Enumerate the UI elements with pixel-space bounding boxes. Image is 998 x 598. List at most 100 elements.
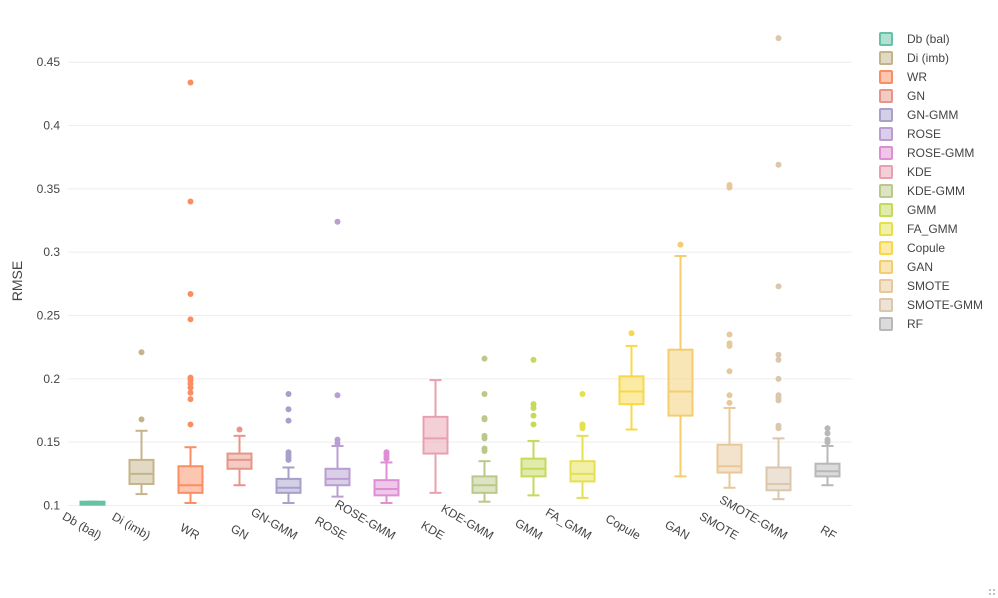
box-iqr (765, 466, 792, 492)
legend-item[interactable]: WR (879, 70, 927, 84)
outlier-point (481, 355, 488, 362)
outlier-point (726, 392, 733, 399)
resize-handle-icon[interactable] (988, 588, 996, 596)
outlier-point (187, 396, 194, 403)
legend-item[interactable]: ROSE-GMM (879, 146, 974, 160)
outlier-point (775, 161, 782, 168)
legend-item[interactable]: KDE-GMM (879, 184, 965, 198)
outlier-point (775, 283, 782, 290)
legend-label: KDE-GMM (907, 184, 965, 198)
box-gn-gmm (275, 391, 302, 504)
outlier-point (775, 351, 782, 358)
legend-item[interactable]: GMM (879, 203, 936, 217)
legend-label: Di (imb) (907, 51, 949, 65)
outlier-point (481, 415, 488, 422)
legend-item[interactable]: Copule (879, 241, 945, 255)
outlier-point (824, 430, 831, 437)
box-iqr (275, 477, 302, 494)
legend-item[interactable]: ROSE (879, 127, 941, 141)
outlier-point (334, 392, 341, 399)
box-wr (177, 79, 204, 504)
box-gan (667, 241, 694, 478)
legend-item[interactable]: KDE (879, 165, 932, 179)
x-tick-label: GAN (662, 517, 692, 542)
box-iqr (128, 458, 155, 485)
outlier-point (726, 399, 733, 406)
legend-swatch (879, 165, 893, 179)
box-fa-gmm (569, 391, 596, 499)
legend-item[interactable]: Db (bal) (879, 32, 950, 46)
outlier-point (726, 368, 733, 375)
box-rf (814, 425, 841, 487)
legend-label: ROSE-GMM (907, 146, 974, 160)
y-tick-label: 0.35 (37, 182, 61, 196)
legend[interactable]: Db (bal) Di (imb) WR GN GN-GMM ROSE ROSE-GMM KD… (879, 32, 983, 331)
outlier-point (285, 406, 292, 413)
outlier-point (138, 416, 145, 423)
outlier-point (187, 374, 194, 381)
x-tick-label: Db (bal) (60, 509, 104, 542)
legend-item[interactable]: GAN (879, 260, 933, 274)
legend-label: ROSE (907, 127, 941, 141)
legend-item[interactable]: GN-GMM (879, 108, 958, 122)
legend-label: FA_GMM (907, 222, 958, 236)
outlier-point (285, 417, 292, 424)
legend-swatch (879, 298, 893, 312)
legend-label: KDE (907, 165, 932, 179)
legend-swatch (879, 241, 893, 255)
outlier-point (726, 340, 733, 347)
outlier-point (236, 426, 243, 433)
outlier-point (187, 316, 194, 323)
box-iqr (716, 443, 743, 474)
outlier-point (824, 436, 831, 443)
legend-label: GMM (907, 203, 936, 217)
outlier-point (579, 391, 586, 398)
legend-item[interactable]: RF (879, 317, 923, 331)
legend-label: GN (907, 89, 925, 103)
y-tick-label: 0.2 (43, 372, 60, 386)
legend-label: Copule (907, 241, 945, 255)
legend-item[interactable]: FA_GMM (879, 222, 958, 236)
legend-item[interactable]: Di (imb) (879, 51, 949, 65)
outlier-point (775, 422, 782, 429)
y-axis-ticks: 0.1 0.15 0.2 0.25 0.3 0.35 0.4 0.45 (37, 55, 61, 512)
box-smote (716, 182, 743, 489)
legend-label: SMOTE (907, 279, 950, 293)
outlier-point (775, 375, 782, 382)
legend-swatch (879, 70, 893, 84)
legend-label: WR (907, 70, 927, 84)
x-tick-label: GN (228, 521, 251, 542)
outlier-point (481, 432, 488, 439)
outlier-point (775, 356, 782, 363)
x-tick-label: GMM (513, 516, 545, 543)
legend-swatch (879, 184, 893, 198)
x-tick-label: FA_GMM (543, 505, 594, 542)
outlier-point (285, 449, 292, 456)
box-kde (422, 379, 449, 494)
x-tick-label: KDE (419, 518, 447, 542)
outlier-point (481, 445, 488, 452)
outlier-point (775, 35, 782, 42)
x-tick-label: Copule (603, 511, 643, 542)
outlier-point (726, 331, 733, 338)
legend-swatch (879, 279, 893, 293)
legend-label: GAN (907, 260, 933, 274)
outlier-point (530, 356, 537, 363)
outlier-point (187, 389, 194, 396)
outlier-point (628, 330, 635, 337)
outlier-point (530, 412, 537, 419)
outlier-point (187, 198, 194, 205)
legend-item[interactable]: SMOTE-GMM (879, 298, 983, 312)
legend-label: GN-GMM (907, 108, 958, 122)
legend-item[interactable]: SMOTE (879, 279, 950, 293)
y-tick-label: 0.3 (43, 245, 60, 259)
box-iqr (324, 467, 351, 487)
box-rose (324, 218, 351, 498)
legend-item[interactable]: GN (879, 89, 925, 103)
y-tick-label: 0.4 (43, 119, 60, 133)
x-tick-label: WR (178, 520, 203, 542)
legend-label: RF (907, 317, 923, 331)
box-iqr (177, 465, 204, 494)
box-gn (226, 426, 253, 487)
